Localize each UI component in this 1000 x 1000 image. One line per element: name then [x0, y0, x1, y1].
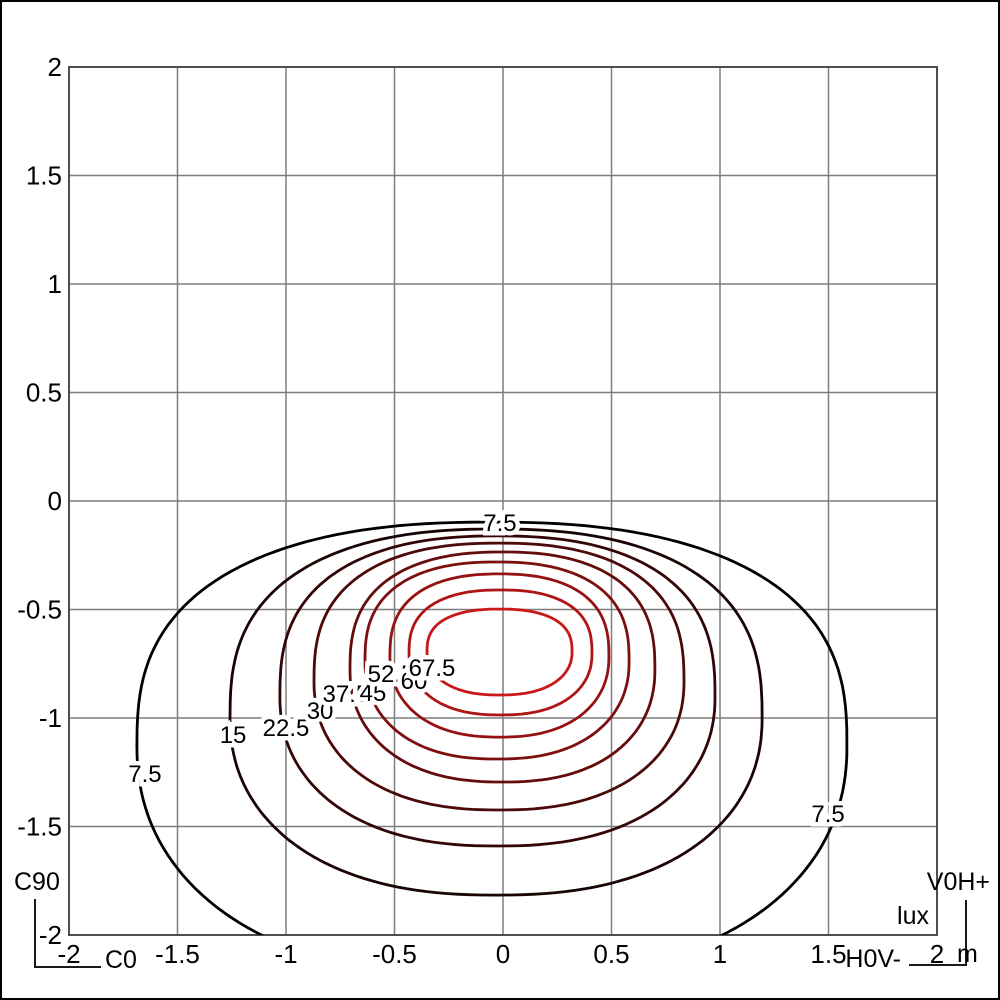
contour-label-7.5: 7.5 — [811, 801, 844, 828]
plot-border — [68, 66, 938, 936]
contour-line-15 — [228, 527, 764, 897]
contour-label-67.5: 67.5 — [409, 655, 456, 682]
contour-line-22.5 — [278, 534, 717, 848]
y-tick-label: 0 — [48, 486, 62, 516]
unit-label-meters: m — [957, 940, 978, 968]
x-tick-label: -0.5 — [372, 939, 417, 969]
contour-label-30: 30 — [307, 698, 334, 725]
contour-rings — [135, 520, 849, 935]
contour-label-37.5: 37.5 — [323, 681, 370, 708]
y-tick-label: 1 — [48, 269, 62, 299]
contour-label-45: 45 — [360, 680, 387, 707]
plane-label-c0: C0 — [105, 946, 137, 974]
x-tick-label: 1.5 — [810, 939, 846, 969]
contour-label-22.5: 22.5 — [263, 715, 310, 742]
contour-line-60 — [407, 588, 594, 717]
contour-line-45 — [363, 560, 631, 761]
y-tick-label: -1 — [39, 703, 62, 733]
x-tick-label: -2 — [57, 939, 80, 969]
x-tick-label: 0.5 — [593, 939, 629, 969]
plane-label-h0v-minus: H0V- — [845, 945, 901, 973]
x-tick-label: -1 — [274, 939, 297, 969]
x-tick-label: -1.5 — [155, 939, 200, 969]
contour-label-15: 15 — [220, 722, 247, 749]
contour-line-52.5 — [388, 572, 611, 739]
contour-label-52.5: 52.5 — [368, 661, 415, 688]
contour-label-7.5: 7.5 — [483, 510, 516, 537]
v0h-h0v-connector-horizontal — [909, 964, 967, 966]
x-tick-label: 1 — [713, 939, 727, 969]
y-tick-label: 0.5 — [26, 378, 62, 408]
c90-c0-connector-horizontal — [34, 966, 101, 968]
contour-label-7.5: 7.5 — [128, 761, 161, 788]
x-tick-label: 2 — [930, 939, 944, 969]
contour-line-30 — [312, 541, 686, 812]
contour-line-7.5 — [135, 520, 849, 935]
v0h-h0v-connector-vertical — [965, 900, 967, 966]
contour-label-60: 60 — [401, 668, 428, 695]
y-tick-label: 2 — [48, 52, 62, 82]
plane-label-c90: C90 — [14, 868, 60, 896]
y-tick-label: 1.5 — [26, 161, 62, 191]
c90-c0-connector-vertical — [34, 899, 36, 968]
x-tick-label: 0 — [496, 939, 510, 969]
unit-label-lux: lux — [897, 902, 929, 930]
plane-label-v0h-plus: V0H+ — [926, 868, 990, 896]
y-tick-label: -0.5 — [17, 595, 62, 625]
contour-line-67.5 — [425, 607, 574, 697]
contour-line-37.5 — [348, 550, 657, 784]
y-tick-label: -1.5 — [17, 812, 62, 842]
y-tick-label: -2 — [39, 920, 62, 950]
